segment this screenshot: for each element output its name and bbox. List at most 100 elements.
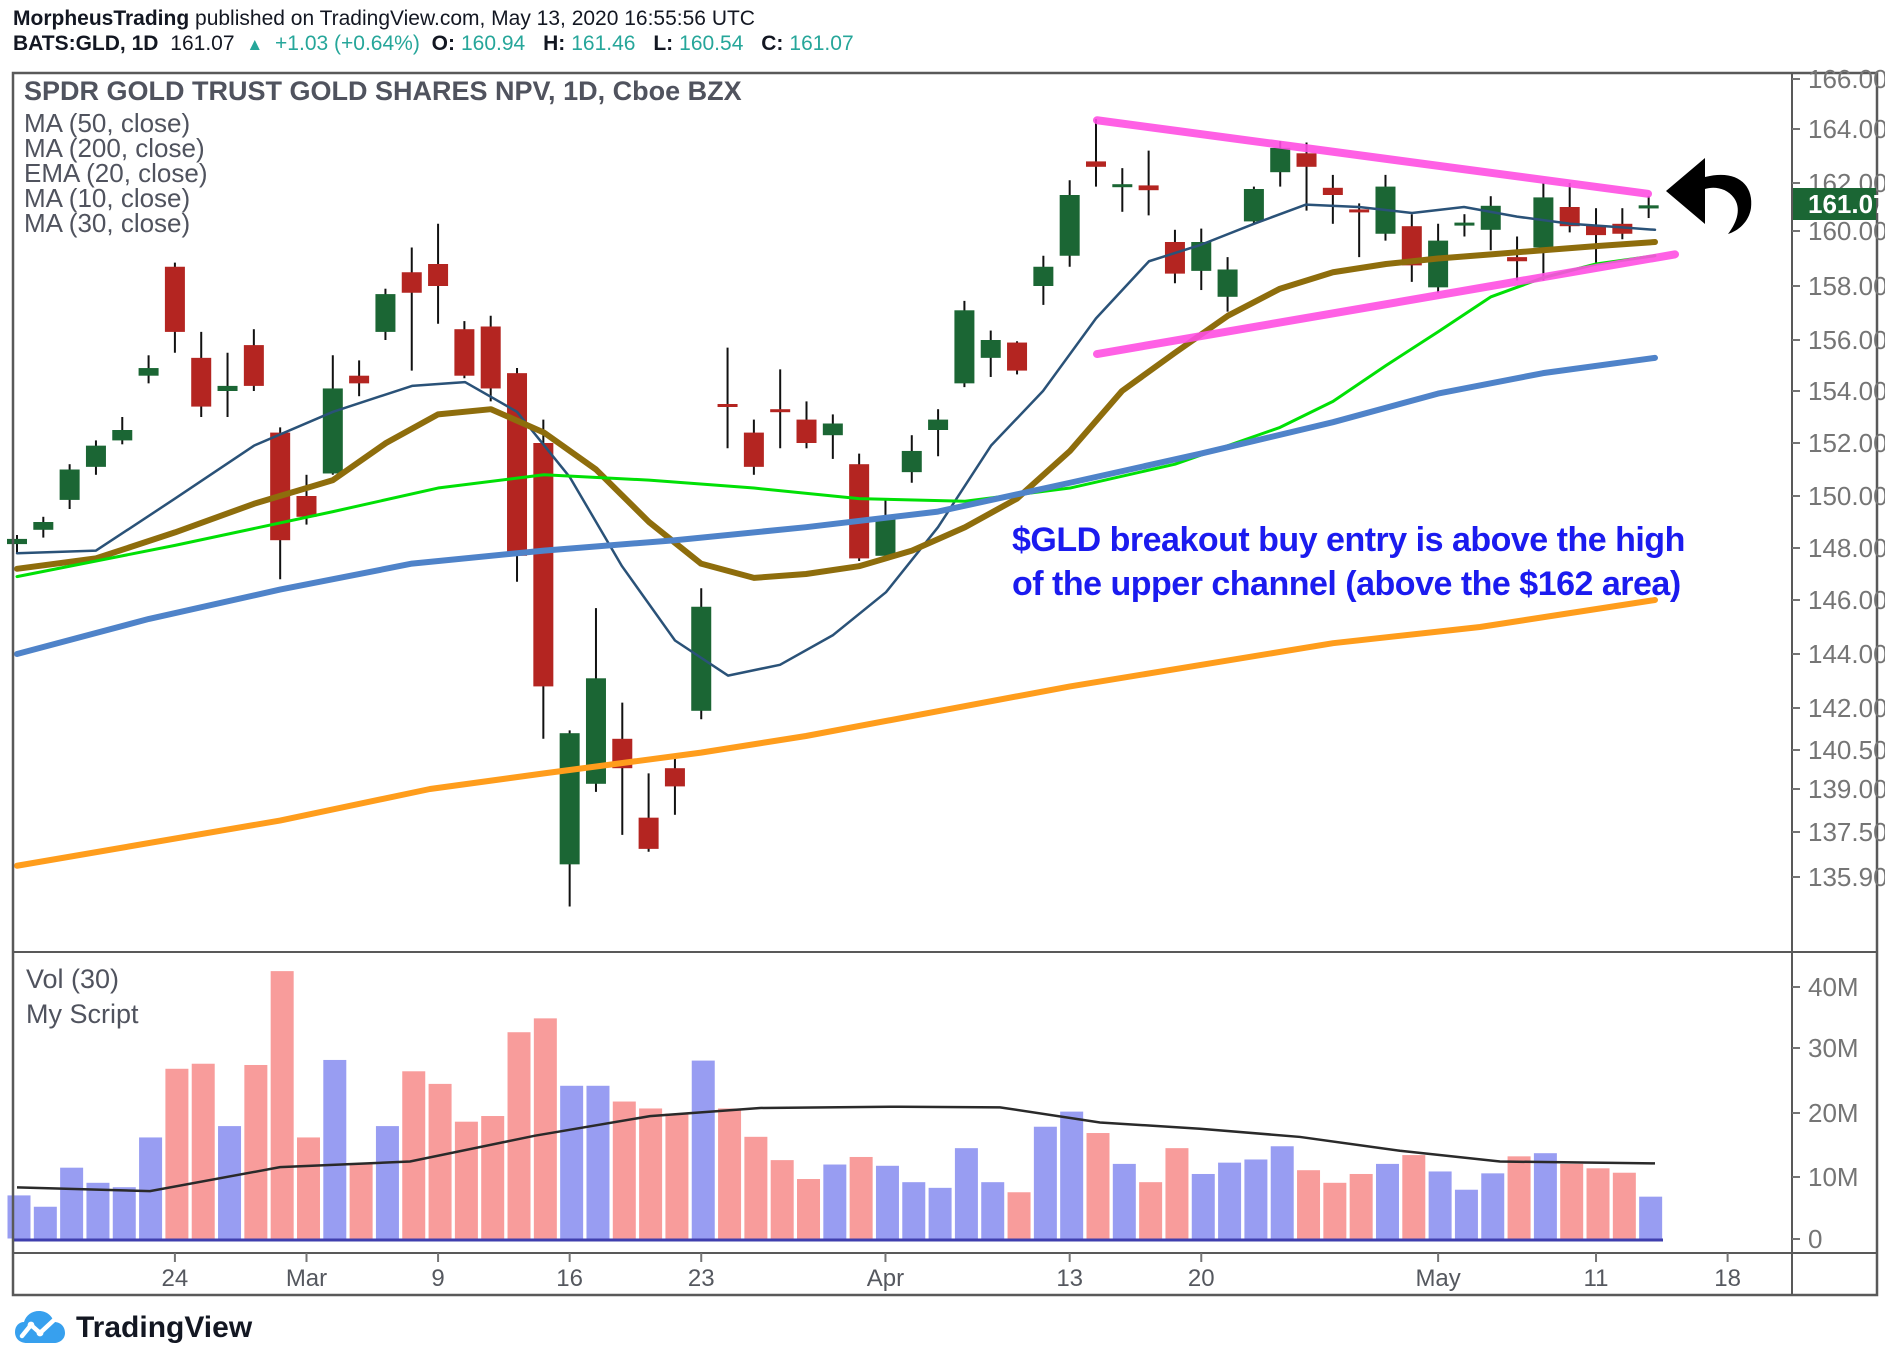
candle-body bbox=[1533, 197, 1554, 248]
volume-bar bbox=[1401, 1154, 1427, 1240]
legend-item-ma50: MA (50, close) bbox=[24, 108, 191, 138]
ma-line-ma30 bbox=[15, 254, 1657, 579]
volume-bar bbox=[1348, 1172, 1374, 1240]
candle-body bbox=[480, 326, 501, 389]
volume-bar bbox=[1111, 1162, 1137, 1240]
volume-bar bbox=[638, 1107, 664, 1240]
volume-bar bbox=[1638, 1195, 1664, 1240]
candle-body bbox=[1322, 187, 1343, 195]
high-value: 161.46 bbox=[571, 32, 636, 55]
volume-bar bbox=[953, 1147, 979, 1240]
price-tick-label: 160.00 bbox=[1808, 216, 1885, 246]
volume-bar bbox=[190, 1062, 216, 1240]
volume-bar bbox=[743, 1135, 769, 1240]
date-tick-label: 13 bbox=[1056, 1265, 1083, 1292]
volume-bar bbox=[217, 1125, 243, 1240]
low-label: L: bbox=[653, 32, 674, 55]
volume-bar bbox=[480, 1115, 506, 1240]
my-script-label: My Script bbox=[26, 999, 139, 1029]
candle-body bbox=[822, 423, 843, 436]
volume-bar bbox=[6, 1194, 32, 1240]
channel-upper-trendline bbox=[1093, 116, 1652, 198]
price-badge-text: 161.07 bbox=[1808, 189, 1885, 219]
volume-bar bbox=[295, 1136, 321, 1240]
volume-bar bbox=[1611, 1171, 1637, 1240]
candle-body bbox=[1586, 225, 1607, 236]
date-tick-label: 23 bbox=[688, 1265, 715, 1292]
volume-bar bbox=[848, 1155, 874, 1240]
candle-body bbox=[191, 357, 212, 407]
candle-body bbox=[796, 419, 817, 443]
candle-body bbox=[901, 450, 922, 473]
price-badge bbox=[1793, 188, 1876, 220]
volume-bar bbox=[901, 1181, 927, 1240]
candle-body bbox=[1349, 209, 1370, 213]
volume-tick-label: 0 bbox=[1808, 1224, 1822, 1254]
volume-bar bbox=[1480, 1172, 1506, 1240]
volume-bar bbox=[243, 1063, 269, 1240]
candle-body bbox=[664, 768, 685, 787]
date-tick-label: Mar bbox=[286, 1265, 327, 1292]
price-tick-label: 166.00 bbox=[1808, 64, 1885, 94]
candle-body bbox=[1112, 184, 1133, 188]
candle-body bbox=[875, 516, 896, 556]
open-label: O: bbox=[431, 32, 455, 55]
price-tick-label: 158.00 bbox=[1808, 271, 1885, 301]
close-value: 161.07 bbox=[789, 32, 854, 55]
publish-byline: MorpheusTrading published on TradingView… bbox=[13, 7, 755, 31]
volume-bar bbox=[585, 1084, 611, 1240]
candle-body bbox=[1296, 153, 1317, 167]
volume-bar bbox=[427, 1082, 453, 1240]
price-tick-label: 144.00 bbox=[1808, 639, 1885, 669]
candle-body bbox=[1007, 342, 1028, 371]
candle-body bbox=[770, 409, 791, 413]
price-tick-label: 164.00 bbox=[1808, 114, 1885, 144]
candle-body bbox=[928, 419, 949, 430]
candle-body bbox=[85, 445, 106, 467]
legend-item-ma10: MA (10, close) bbox=[24, 183, 191, 213]
candle-body bbox=[33, 522, 54, 530]
volume-bar bbox=[769, 1159, 795, 1240]
volume-bar bbox=[374, 1125, 400, 1240]
candle-body bbox=[1454, 222, 1475, 226]
candle-body bbox=[322, 388, 343, 474]
candle-body bbox=[1270, 147, 1291, 173]
volume-pane-labels: Vol (30) My Script bbox=[26, 962, 139, 1032]
volume-bar bbox=[1532, 1152, 1558, 1240]
volume-bar bbox=[1032, 1125, 1058, 1240]
ma-line-ma50 bbox=[14, 354, 1658, 657]
candle-body bbox=[1217, 269, 1238, 297]
candle-body bbox=[138, 368, 159, 376]
volume-bar bbox=[1190, 1172, 1216, 1240]
close-label: C: bbox=[761, 32, 784, 55]
candle-body bbox=[585, 678, 606, 784]
volume-ma-line bbox=[16, 1105, 1656, 1193]
publish-info: published on TradingView.com, May 13, 20… bbox=[189, 7, 755, 30]
volume-bar bbox=[322, 1058, 348, 1240]
date-tick-label: May bbox=[1415, 1265, 1460, 1292]
candle-body bbox=[507, 373, 528, 556]
volume-bar bbox=[348, 1162, 374, 1240]
candle-body bbox=[454, 329, 475, 376]
volume-tick-label: 30M bbox=[1808, 1033, 1859, 1063]
volume-bar bbox=[1217, 1161, 1243, 1240]
candle-body bbox=[1191, 242, 1212, 271]
volume-bar bbox=[532, 1017, 558, 1240]
candle-body bbox=[401, 272, 422, 293]
volume-bar bbox=[796, 1178, 822, 1240]
tradingview-cloud-icon bbox=[15, 1311, 65, 1343]
volume-bar bbox=[980, 1181, 1006, 1240]
arrow-annotation bbox=[1666, 158, 1752, 234]
price-tick-label: 142.00 bbox=[1808, 693, 1885, 723]
volume-bar bbox=[138, 1136, 164, 1240]
volume-bar bbox=[269, 970, 295, 1240]
candle-body bbox=[1164, 242, 1185, 274]
candle-body bbox=[559, 733, 580, 865]
volume-bar bbox=[822, 1163, 848, 1240]
volume-bar bbox=[1006, 1191, 1032, 1240]
candle-body bbox=[1401, 226, 1422, 266]
candle-body bbox=[1428, 240, 1449, 288]
volume-bar bbox=[874, 1164, 900, 1240]
